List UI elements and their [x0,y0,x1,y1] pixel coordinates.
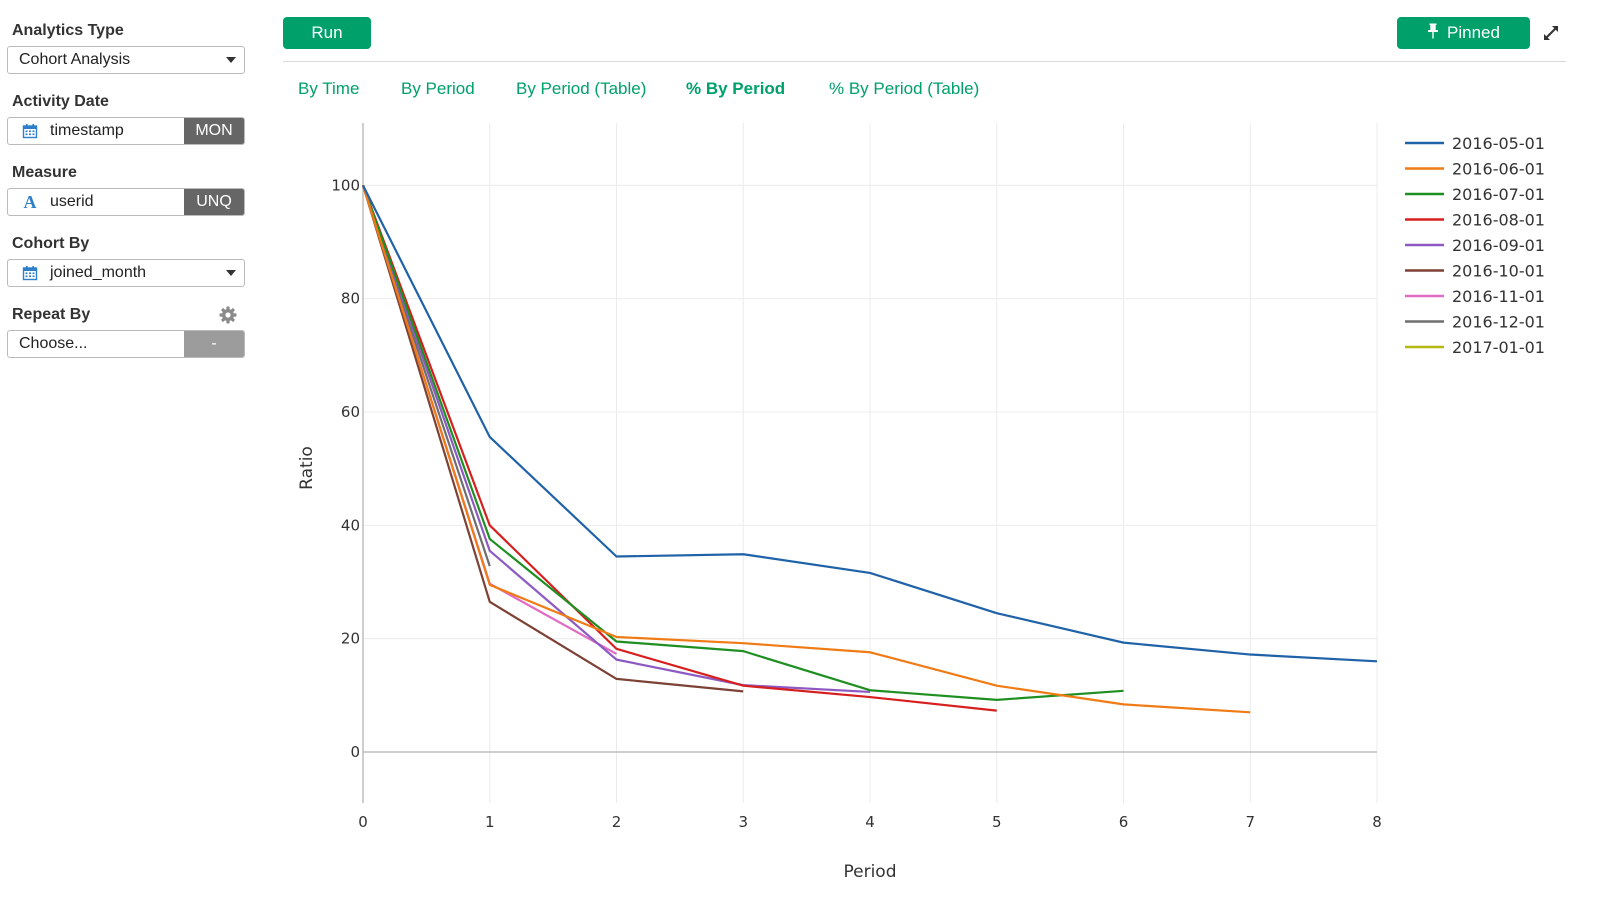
legend-label: 2017-01-01 [1452,338,1545,357]
tab-percent-by-period-table[interactable]: % By Period (Table) [829,79,980,98]
analytics-type-select[interactable]: Cohort Analysis [7,46,245,74]
x-tick-label: 3 [738,813,748,831]
legend-label: 2016-06-01 [1452,160,1545,179]
legend-label: 2016-10-01 [1452,262,1545,281]
y-tick-label: 20 [341,630,360,648]
activity-date-label: Activity Date [12,93,109,110]
legend-item-2016-09-01[interactable]: 2016-09-01 [1405,236,1545,255]
legend-item-2016-07-01[interactable]: 2016-07-01 [1405,185,1545,204]
x-tick-label: 7 [1245,813,1255,831]
pin-icon [1427,23,1439,44]
calendar-icon [22,265,38,281]
tab-by-period-table[interactable]: By Period (Table) [516,79,647,98]
series-line-2016-09-01 [361,184,871,694]
measure-value: userid [50,193,94,210]
analytics-type-value: Cohort Analysis [19,51,131,68]
legend-item-2016-11-01[interactable]: 2016-11-01 [1405,287,1545,306]
cohort-by-value: joined_month [50,264,147,281]
measure-label: Measure [12,164,77,181]
legend-label: 2016-12-01 [1452,313,1545,332]
series-line-2016-05-01 [362,184,1378,663]
x-tick-label: 8 [1372,813,1382,831]
x-tick-label: 5 [992,813,1002,831]
series-line-2016-08-01 [361,184,997,712]
activity-date-value: timestamp [50,122,124,139]
y-axis-title: Ratio [297,446,317,490]
legend-item-2017-01-01[interactable]: 2017-01-01 [1405,338,1545,357]
tab-by-time[interactable]: By Time [298,79,360,98]
repeat-by-placeholder: Choose... [19,335,88,352]
series-layer [361,184,1378,714]
date-unit-button[interactable]: MON [184,118,244,144]
tab-percent-by-period[interactable]: % By Period [686,79,786,98]
series-line-2016-10-01 [361,185,744,693]
legend-label: 2016-05-01 [1452,134,1545,153]
pinned-label: Pinned [1447,23,1500,42]
pinned-button[interactable]: Pinned [1397,17,1530,49]
x-tick-label: 2 [612,813,622,831]
legend[interactable]: 2016-05-01 2016-06-01 2016-07-01 2016-08-01… [1405,134,1545,357]
legend-item-2016-08-01[interactable]: 2016-08-01 [1405,211,1545,230]
gear-icon[interactable] [219,306,237,324]
y-tick-label: 100 [331,176,360,194]
legend-item-2016-12-01[interactable]: 2016-12-01 [1405,313,1545,332]
legend-label: 2016-08-01 [1452,211,1545,230]
repeat-by-select[interactable]: Choose... - [7,330,245,358]
chevron-down-icon [226,57,236,63]
run-button[interactable]: Run [283,17,371,49]
y-tick-label: 40 [341,516,360,534]
cohort-by-label: Cohort By [12,235,90,252]
toolbar-divider [283,61,1566,62]
x-tick-label: 0 [358,813,368,831]
series-line-2016-06-01 [361,185,1251,714]
repeat-by-button[interactable]: - [184,331,244,357]
y-tick-label: 0 [350,743,360,761]
grid [362,123,1378,803]
measure-field[interactable]: A userid UNQ [7,188,245,216]
repeat-by-label: Repeat By [12,306,91,323]
chevron-down-icon [226,270,236,276]
legend-item-2016-05-01[interactable]: 2016-05-01 [1405,134,1545,153]
legend-item-2016-10-01[interactable]: 2016-10-01 [1405,262,1545,281]
x-tick-label: 1 [485,813,495,831]
x-tick-label: 4 [865,813,875,831]
x-tick-label: 6 [1119,813,1129,831]
series-line-2016-07-01 [361,184,1124,701]
legend-label: 2016-09-01 [1452,236,1545,255]
legend-item-2016-06-01[interactable]: 2016-06-01 [1405,160,1545,179]
x-axis-title: Period [843,862,896,882]
aggregation-button[interactable]: UNQ [184,189,244,215]
cohort-by-select[interactable]: joined_month [7,259,245,287]
letter-a-icon: A [23,191,37,212]
legend-label: 2016-07-01 [1452,185,1545,204]
expand-icon[interactable] [1542,24,1560,42]
y-tick-label: 60 [341,403,360,421]
sidebar: Analytics Type Cohort Analysis Activity … [0,0,262,903]
y-tick-label: 80 [341,290,360,308]
activity-date-field[interactable]: timestamp MON [7,117,245,145]
analytics-type-label: Analytics Type [12,22,124,39]
tab-by-period[interactable]: By Period [401,79,475,98]
calendar-icon [22,123,38,139]
legend-label: 2016-11-01 [1452,287,1545,306]
